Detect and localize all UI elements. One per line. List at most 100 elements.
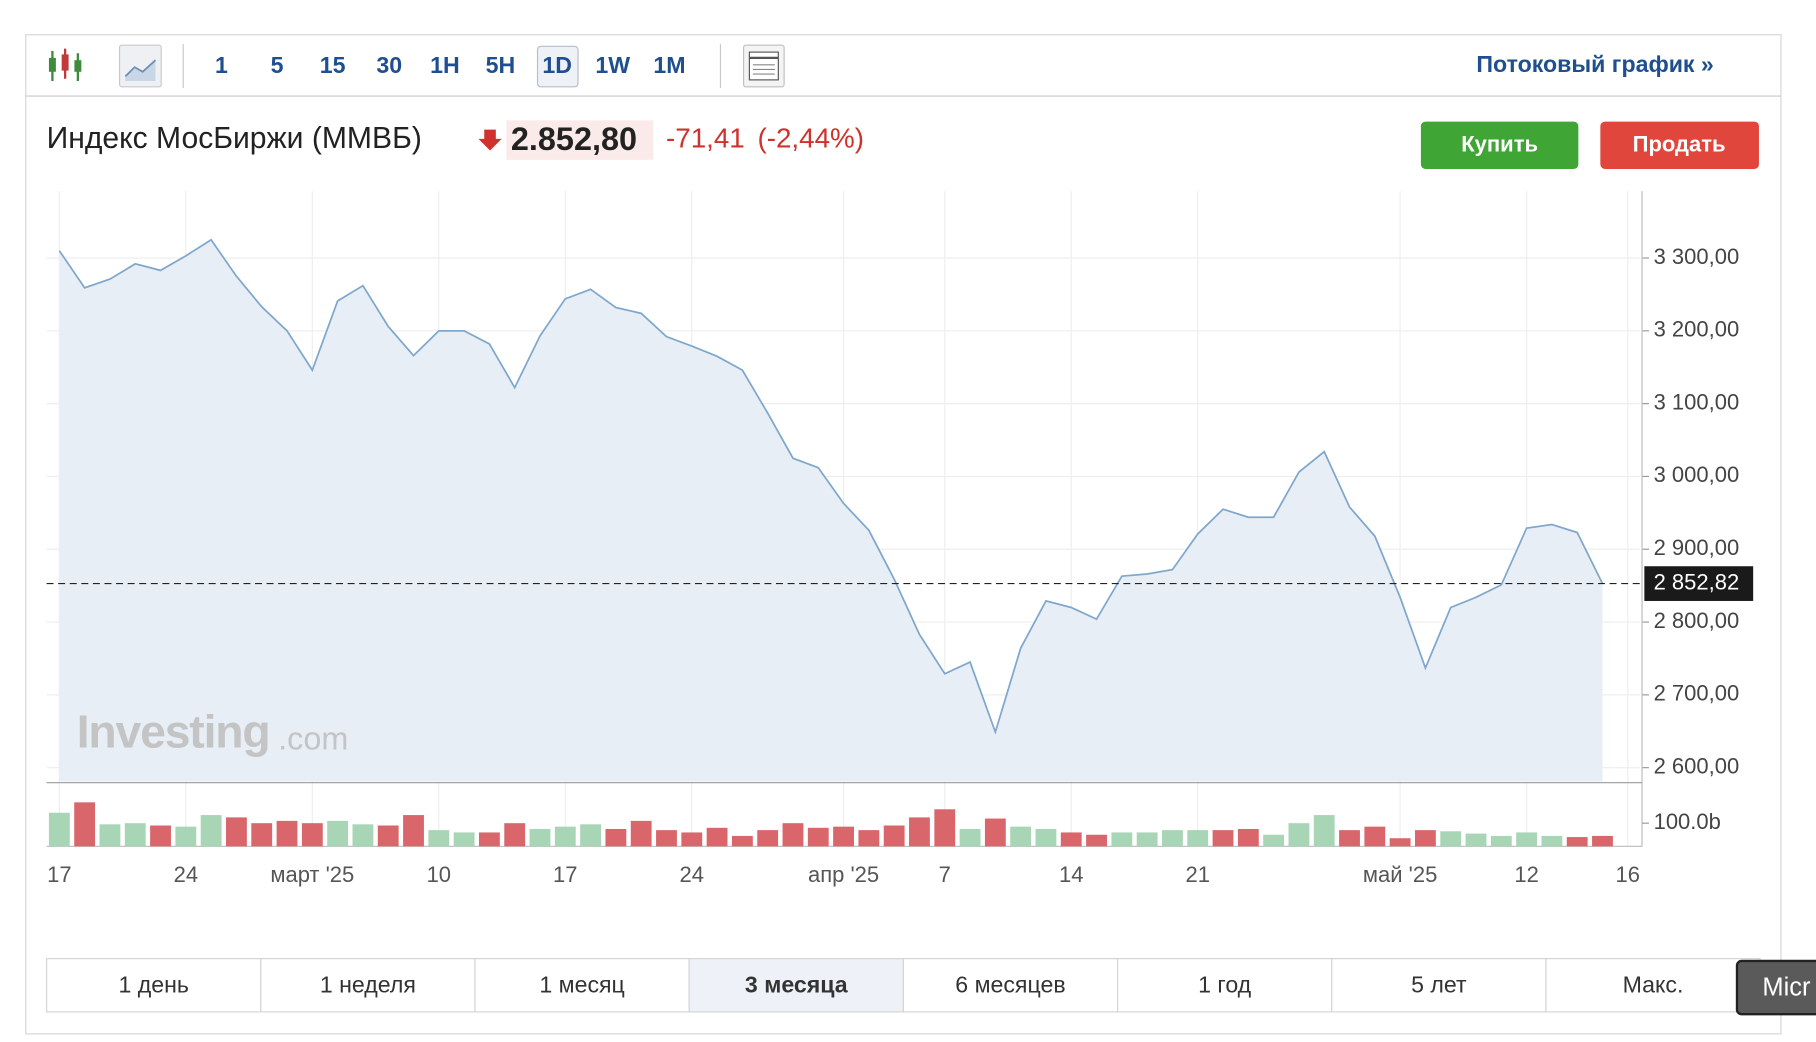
interval-button[interactable]: 5H [486, 52, 516, 78]
price-change-pct: (-2,44%) [757, 122, 863, 153]
volume-bar [681, 832, 703, 847]
x-tick-label: 10 [427, 862, 451, 887]
range-button[interactable] [1545, 958, 1761, 1013]
volume-bar [782, 823, 804, 847]
volume-bar [580, 824, 602, 847]
volume-bar [251, 823, 273, 847]
volume-bar [478, 832, 500, 847]
range-label[interactable]: 5 лет [1411, 972, 1467, 998]
volume-bar [150, 825, 171, 847]
interval-button[interactable]: 1W [595, 52, 630, 78]
x-tick-label: 24 [174, 862, 198, 887]
range-button[interactable] [902, 958, 1119, 1013]
volume-bar [706, 827, 728, 847]
volume-bar [1339, 830, 1360, 847]
y-tick-label: 2 900,00 [1654, 535, 1740, 560]
y2-tick-label: 100.0b [1654, 809, 1721, 834]
buy-label[interactable]: Купить [1461, 132, 1538, 157]
volume-bar [377, 825, 399, 847]
x-tick-label: 21 [1185, 862, 1209, 887]
area [59, 239, 1603, 782]
volume-bar [909, 817, 930, 847]
volume-bar [630, 820, 652, 847]
range-button[interactable] [1331, 958, 1547, 1013]
interval-button[interactable]: 1H [430, 52, 460, 78]
volume-bar [124, 823, 146, 847]
y-tick-label: 3 000,00 [1654, 462, 1740, 487]
volume-bar [1288, 823, 1310, 847]
volume-bar [1313, 815, 1335, 847]
sell-label[interactable]: Продать [1633, 132, 1726, 157]
range-label[interactable]: 3 месяца [745, 972, 849, 998]
buy-button[interactable]: Купить [1420, 121, 1579, 170]
price-change: -71,41 [666, 122, 745, 153]
volume-bar [731, 835, 753, 847]
watermark-suffix: .com [278, 721, 348, 757]
volume-bar [1136, 832, 1158, 847]
overlay-button[interactable] [1735, 959, 1816, 1016]
volume-bar [74, 802, 96, 847]
candle-icon[interactable] [48, 48, 82, 82]
range-button[interactable] [474, 958, 690, 1013]
layout-icon[interactable] [743, 44, 785, 88]
range-button[interactable] [688, 958, 904, 1013]
interval-button[interactable]: 1 [215, 52, 228, 78]
volume-bar [352, 824, 374, 847]
volume-bar [1414, 830, 1436, 847]
interval-button[interactable]: 30 [376, 52, 402, 78]
range-button[interactable] [1116, 958, 1333, 1013]
plot: 17 24 март '25 10 17 24 апр '25 7 14 21 май '25 12 1… [46, 191, 1754, 887]
volume-bar [807, 827, 829, 847]
volume-bar [403, 815, 424, 847]
volume-bar [276, 820, 298, 847]
volume-bar [1541, 835, 1563, 847]
volume-bar [1516, 832, 1538, 847]
volume-bar [554, 826, 576, 847]
x-tick-label: апр '25 [808, 862, 879, 887]
volume-bar [1566, 837, 1588, 847]
x-tick-label: 24 [680, 862, 704, 887]
watermark-brand: Investing [77, 705, 270, 757]
down-arrow [478, 129, 502, 151]
range-label[interactable]: Макс. [1623, 972, 1684, 998]
interval-button[interactable]: 1M [653, 52, 685, 78]
range-label[interactable]: 1 год [1198, 972, 1252, 998]
x-tick-label: март '25 [270, 862, 354, 887]
volume-bar [428, 830, 450, 847]
volume-bar [1010, 826, 1032, 847]
volume-bar [1035, 828, 1057, 847]
interval-button[interactable]: 1D [542, 52, 572, 78]
volume-bar [1592, 835, 1613, 847]
volume-bar [1212, 830, 1234, 847]
volume-bar [504, 823, 526, 847]
interval-button[interactable]: 15 [320, 52, 346, 78]
range-button[interactable] [46, 958, 262, 1013]
volume-bar [200, 815, 222, 847]
volume-bar [529, 828, 551, 847]
price-line [58, 238, 1604, 735]
volume-bar [883, 825, 905, 847]
volume-bar [1162, 830, 1183, 847]
volume-bar [858, 830, 880, 847]
range-label[interactable]: 6 месяцев [955, 972, 1065, 998]
volume-bar [934, 809, 956, 847]
stream-link[interactable]: Потоковый график » [1476, 51, 1713, 77]
range-bar: 1 день 1 неделя 1 месяц 3 месяца 6 месяцев 1 … [46, 958, 1816, 1016]
range-label[interactable]: 1 месяц [539, 972, 624, 998]
x-tick-label: 12 [1514, 862, 1538, 887]
x-tick-label: май '25 [1363, 862, 1437, 887]
range-button[interactable] [260, 958, 476, 1013]
volume-bar [1440, 831, 1462, 847]
range-label[interactable]: 1 неделя [320, 972, 416, 998]
range-label[interactable]: 1 день [118, 972, 189, 998]
line-icon[interactable] [118, 44, 162, 88]
volume-bar [1465, 833, 1487, 847]
interval-button[interactable]: 5 [271, 52, 284, 78]
overlay-label[interactable]: Micr [1762, 973, 1811, 1001]
volume-bar [1111, 832, 1133, 847]
volume-bar [984, 818, 1006, 847]
y-tick-label: 2 700,00 [1654, 681, 1740, 706]
volume-bar [327, 820, 349, 847]
sell-button[interactable]: Продать [1600, 121, 1759, 170]
